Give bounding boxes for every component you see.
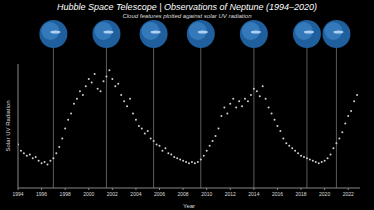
svg-text:2004: 2004 [130,191,141,197]
svg-text:2010: 2010 [201,191,212,197]
svg-text:2020: 2020 [319,191,330,197]
html-text:Cloud features plotted against: Cloud features plotted against solar UV … [122,13,252,19]
svg-text:2002: 2002 [107,191,118,197]
svg-text:2018: 2018 [295,191,306,197]
svg-text:2000: 2000 [83,191,94,197]
svg-text:2016: 2016 [272,191,283,197]
svg-text:2014: 2014 [248,191,259,197]
svg-text:Solar UV Radiation: Solar UV Radiation [8,100,11,151]
svg-text:2022: 2022 [343,191,354,197]
svg-text:2008: 2008 [178,191,189,197]
svg-text:1996: 1996 [36,191,47,197]
svg-text:Year: Year [183,203,195,209]
svg-text:2012: 2012 [225,191,236,197]
svg-text:1994: 1994 [12,191,23,197]
svg-text:1998: 1998 [60,191,71,197]
svg-text:2006: 2006 [154,191,165,197]
html-text:Hubble Space Telescope | Obser: Hubble Space Telescope | Observations of… [56,2,318,12]
